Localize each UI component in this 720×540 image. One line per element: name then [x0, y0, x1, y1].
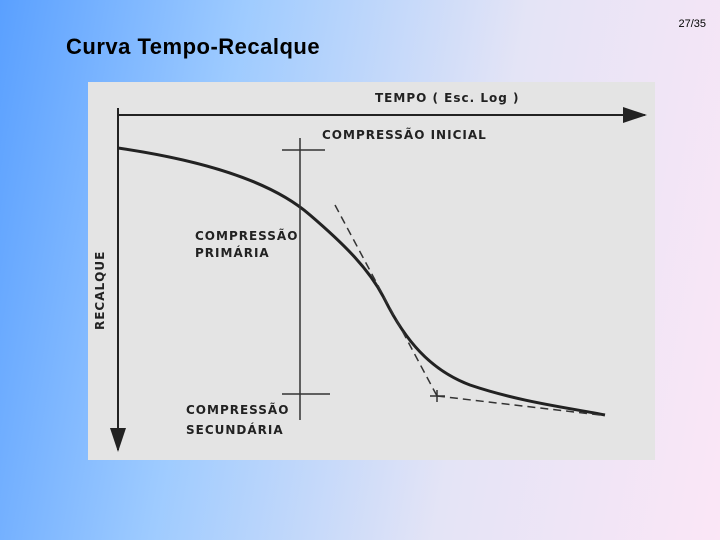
scan-background	[88, 82, 655, 460]
y-axis-label: RECALQUE	[93, 251, 107, 330]
tangent-secondary	[436, 395, 601, 416]
diagram: TEMPO ( Esc. Log ) RECALQUE COMPRESSÃO I…	[88, 82, 655, 460]
tangent-primary	[334, 204, 438, 397]
slide-number: 27/35	[678, 18, 706, 30]
label-initial: COMPRESSÃO INICIAL	[322, 127, 487, 142]
label-secondary: SECUNDÁRIA	[186, 422, 284, 437]
x-axis-label: TEMPO ( Esc. Log )	[375, 91, 520, 105]
label-primary: COMPRESSÃO	[195, 228, 298, 243]
label-secondary: COMPRESSÃO	[186, 402, 289, 417]
slide-title: Curva Tempo-Recalque	[66, 34, 321, 59]
label-primary: PRIMÁRIA	[195, 245, 270, 260]
